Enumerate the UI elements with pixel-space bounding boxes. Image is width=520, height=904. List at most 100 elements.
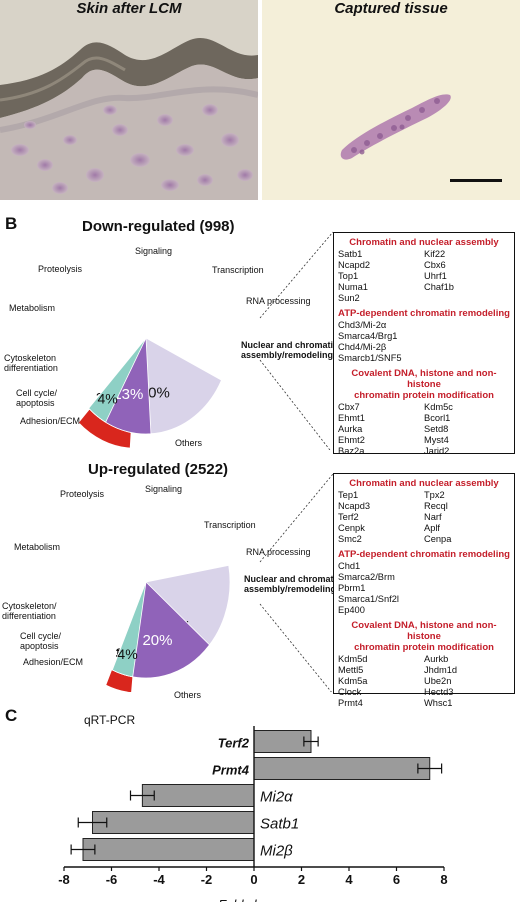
qrt-pcr-bar-chart: Terf2 Prmt4 Mi2α Satb1 Mi2β -8 -6 -4 -2 0 2 4 6 8 Fold… — [58, 726, 448, 902]
up-atp-gene: Pbrm1 — [338, 583, 366, 593]
up-covalent-title-line1: Covalent DNA, histone and non-histone — [351, 620, 497, 642]
down-connector-bottom — [259, 359, 331, 450]
up-slice-proteolysis — [111, 581, 147, 678]
up-label-nuclear: Nuclear and chromatin assembly/remodelin… — [244, 574, 342, 594]
up-atp-title: ATP-dependent chromatin remodeling — [338, 549, 510, 560]
down-label-signaling: Signaling — [135, 246, 173, 256]
up-label-others: Others — [174, 690, 202, 700]
down-chromatin-col2: Kif22 Cbx6 Uhrf1 Chaf1b — [424, 249, 510, 304]
down-atp-list: Chd3/Mi-2α Smarca4/Brg1 Chd4/Mi-2β Smarcb1/… — [338, 320, 510, 364]
down-chromatin-gene: Sun2 — [338, 293, 360, 303]
qrt-pcr-label: qRT-PCR — [84, 713, 136, 727]
x-tick-label-0: -8 — [58, 872, 70, 887]
up-chromatin-gene: Recql — [424, 501, 448, 511]
up-chromatin-gene: Terf2 — [338, 512, 359, 522]
down-atp-title: ATP-dependent chromatin remodeling — [338, 308, 510, 319]
up-covalent-gene: Aurkb — [424, 654, 449, 664]
x-axis-label: Fold change — [218, 897, 290, 902]
down-gene-box: Chromatin and nuclear assembly Satb1 Ncap… — [333, 232, 515, 457]
up-covalent-gene: Prmt4 — [338, 698, 363, 708]
down-covalent-col1: Cbx7 Ehmt1 Aurka Ehmt2 Baz2a — [338, 402, 424, 457]
down-covalent-title-line1: Covalent DNA, histone and non-histone — [351, 368, 497, 390]
up-label-cellcycle: Cell cycle/ apoptosis — [20, 631, 61, 651]
bar-3 — [92, 811, 255, 834]
captured-tissue-caption: Captured tissue — [334, 0, 448, 17]
down-covalent-gene: Aurka — [338, 424, 363, 434]
up-covalent-gene: Clock — [338, 687, 362, 697]
down-chromatin-col1: Satb1 Ncapd2 Top1 Numa1 Sun2 — [338, 249, 424, 304]
up-label-nuclear-line2: assembly/remodeling — [244, 584, 337, 594]
up-chromatin-col2: Tpx2 Recql Narf Aplf Cenpa — [424, 490, 510, 545]
up-slice-label-proteolysis: 4% — [117, 646, 137, 662]
captured-tissue-micrograph — [262, 0, 520, 200]
captured-tissue-image: Captured tissue — [262, 0, 520, 200]
x-tick-label-6: 4 — [345, 872, 353, 887]
down-label-cytoskeleton-line2: differentiation — [4, 363, 58, 373]
down-atp-gene: Chd3/Mi-2α — [338, 320, 387, 330]
down-covalent-title: Covalent DNA, histone and non-histone ch… — [338, 368, 510, 401]
up-label-metabolism: Metabolism — [14, 542, 61, 552]
down-covalent-col2: Kdm5c Bcorl1 Setd8 Myst4 Jarid2 — [424, 402, 510, 457]
up-covalent-gene: Kdm5a — [338, 676, 368, 686]
down-regulated-title: Down-regulated (998) — [82, 218, 235, 235]
up-label-transcription: Transcription — [204, 520, 256, 530]
up-chromatin-gene: Narf — [424, 512, 442, 522]
bar-1 — [253, 757, 431, 780]
up-covalent-col2: Aurkb Jhdm1d Ube2n Hectd3 Whsc1 — [424, 654, 510, 709]
down-label-transcription: Transcription — [212, 265, 264, 275]
up-covalent-col1: Kdm5d Mettl5 Kdm5a Clock Prmt4 — [338, 654, 424, 709]
up-covalent-title: Covalent DNA, histone and non-histone ch… — [338, 620, 510, 653]
up-chromatin-gene: Cenpk — [338, 523, 365, 533]
up-chromatin-gene: Cenpa — [424, 534, 452, 544]
down-label-others: Others — [175, 438, 203, 448]
bar-0 — [253, 730, 312, 753]
up-label-cytoskeleton-line1: Cytoskeleton/ — [2, 601, 57, 611]
up-regulated-pie: 15%7%4%5%34%3%3%4%20%4% — [105, 473, 334, 692]
down-label-proteolysis: Proteolysis — [38, 264, 83, 274]
down-label-cellcycle: Cell cycle/ apoptosis — [16, 388, 57, 408]
category-label-0: Terf2 — [218, 736, 250, 751]
down-connector-top — [259, 231, 334, 319]
down-covalent-gene: Myst4 — [424, 435, 449, 445]
down-atp-gene: Smarcb1/SNF5 — [338, 353, 402, 363]
down-atp-gene: Smarca4/Brg1 — [338, 331, 398, 341]
down-label-adhesion: Adhesion/ECM — [20, 416, 81, 426]
up-label-cellcycle-line2: apoptosis — [20, 641, 59, 651]
down-label-cellcycle-line2: apoptosis — [16, 398, 55, 408]
down-label-rna-processing: RNA processing — [246, 296, 311, 306]
scale-bar — [450, 179, 502, 182]
down-chromatin-gene: Ncapd2 — [338, 260, 371, 270]
down-chromatin-title: Chromatin and nuclear assembly — [349, 237, 499, 248]
category-label-4: Mi2β — [260, 843, 293, 860]
up-chromatin-gene: Tpx2 — [424, 490, 445, 500]
down-label-nuclear-line1: Nuclear and chromatin — [241, 340, 339, 350]
up-covalent-gene: Jhdm1d — [424, 665, 458, 675]
up-label-cytoskeleton: Cytoskeleton/ differentiation — [2, 601, 57, 621]
up-chromatin-col1: Tep1 Ncapd3 Terf2 Cenpk Smc2 — [338, 490, 424, 545]
skin-after-lcm-image: Skin after LCM — [0, 0, 258, 200]
down-covalent-gene: Setd8 — [424, 424, 449, 434]
up-label-cytoskeleton-line2: differentiation — [2, 611, 56, 621]
up-label-nuclear-line1: Nuclear and chromatin — [244, 574, 342, 584]
down-chromatin-gene: Uhrf1 — [424, 271, 447, 281]
up-label-rna-processing: RNA processing — [246, 547, 311, 557]
up-atp-gene: Smarca1/Snf2l — [338, 594, 399, 604]
down-label-cytoskeleton-line1: Cytoskeleton — [4, 353, 57, 363]
up-chromatin-gene: Aplf — [424, 523, 441, 533]
down-chromatin-gene: Satb1 — [338, 249, 363, 259]
up-gene-box: Chromatin and nuclear assembly Tep1 Ncapd… — [333, 473, 515, 708]
up-regulated-title: Up-regulated (2522) — [88, 461, 229, 478]
up-chromatin-gene: Smc2 — [338, 534, 362, 544]
down-chromatin-gene: Top1 — [338, 271, 359, 281]
x-tick-label-3: -2 — [201, 872, 213, 887]
down-chromatin-gene: Cbx6 — [424, 260, 446, 270]
panel-b-letter: B — [5, 214, 18, 233]
up-chromatin-title: Chromatin and nuclear assembly — [349, 478, 499, 489]
up-atp-list: Chd1 Smarca2/Brm Pbrm1 Smarca1/Snf2l Ep400 — [338, 561, 510, 616]
up-label-cellcycle-line1: Cell cycle/ — [20, 631, 62, 641]
down-regulated-pie: 14%9%6%11%30%4%3%7%13%4% — [77, 231, 334, 450]
x-tick-label-2: -4 — [153, 872, 165, 887]
up-chromatin-gene: Ncapd3 — [338, 501, 371, 511]
up-atp-gene: Ep400 — [338, 605, 365, 615]
up-chromatin-gene: Tep1 — [338, 490, 359, 500]
